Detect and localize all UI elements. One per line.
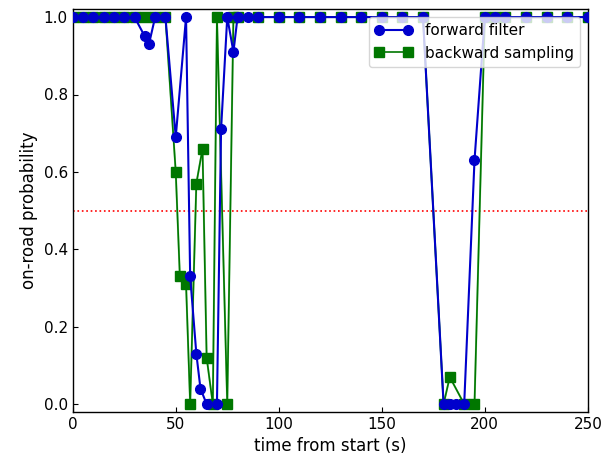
forward filter bbox=[358, 15, 365, 20]
backward sampling bbox=[69, 15, 76, 20]
backward sampling bbox=[131, 15, 138, 20]
backward sampling bbox=[337, 15, 344, 20]
forward filter bbox=[543, 15, 550, 20]
forward filter bbox=[197, 386, 204, 391]
backward sampling bbox=[110, 15, 118, 20]
forward filter bbox=[244, 15, 251, 20]
forward filter bbox=[296, 15, 303, 20]
forward filter bbox=[502, 15, 509, 20]
forward filter bbox=[218, 126, 225, 132]
backward sampling bbox=[193, 181, 200, 186]
forward filter bbox=[187, 274, 194, 279]
forward filter bbox=[131, 15, 138, 20]
backward sampling bbox=[378, 15, 385, 20]
backward sampling bbox=[230, 15, 237, 20]
forward filter bbox=[234, 15, 241, 20]
backward sampling bbox=[203, 355, 210, 360]
backward sampling bbox=[152, 15, 159, 20]
forward filter bbox=[419, 15, 427, 20]
forward filter bbox=[399, 15, 406, 20]
backward sampling bbox=[491, 15, 499, 20]
forward filter bbox=[182, 15, 190, 20]
forward filter bbox=[193, 351, 200, 357]
forward filter bbox=[141, 34, 148, 39]
forward filter bbox=[446, 401, 453, 407]
backward sampling bbox=[79, 15, 87, 20]
backward sampling bbox=[213, 15, 221, 20]
backward sampling bbox=[522, 15, 530, 20]
forward filter bbox=[522, 15, 530, 20]
backward sampling bbox=[471, 401, 478, 407]
backward sampling bbox=[187, 401, 194, 407]
forward filter bbox=[162, 15, 169, 20]
X-axis label: time from start (s): time from start (s) bbox=[254, 437, 407, 455]
backward sampling bbox=[209, 401, 216, 407]
forward filter bbox=[203, 401, 210, 407]
backward sampling bbox=[316, 15, 324, 20]
backward sampling bbox=[461, 401, 468, 407]
forward filter bbox=[230, 49, 237, 55]
forward filter bbox=[275, 15, 282, 20]
forward filter bbox=[564, 15, 571, 20]
backward sampling bbox=[419, 15, 427, 20]
forward filter bbox=[378, 15, 385, 20]
backward sampling bbox=[564, 15, 571, 20]
forward filter bbox=[491, 15, 499, 20]
forward filter bbox=[471, 157, 478, 163]
forward filter bbox=[79, 15, 87, 20]
backward sampling bbox=[90, 15, 97, 20]
forward filter bbox=[121, 15, 128, 20]
forward filter bbox=[152, 15, 159, 20]
Legend: forward filter, backward sampling: forward filter, backward sampling bbox=[368, 17, 580, 67]
backward sampling bbox=[224, 401, 231, 407]
backward sampling bbox=[141, 15, 148, 20]
forward filter bbox=[172, 134, 179, 140]
forward filter bbox=[110, 15, 118, 20]
backward sampling bbox=[481, 15, 488, 20]
backward sampling bbox=[172, 169, 179, 175]
forward filter bbox=[481, 15, 488, 20]
backward sampling bbox=[182, 281, 190, 287]
forward filter bbox=[461, 401, 468, 407]
forward filter bbox=[452, 401, 459, 407]
forward filter bbox=[440, 401, 447, 407]
forward filter bbox=[316, 15, 324, 20]
forward filter bbox=[145, 41, 153, 47]
Line: backward sampling: backward sampling bbox=[68, 12, 593, 409]
backward sampling bbox=[543, 15, 550, 20]
backward sampling bbox=[275, 15, 282, 20]
backward sampling bbox=[446, 374, 453, 380]
Y-axis label: on-road probability: on-road probability bbox=[20, 132, 38, 289]
backward sampling bbox=[296, 15, 303, 20]
forward filter bbox=[224, 15, 231, 20]
backward sampling bbox=[255, 15, 262, 20]
backward sampling bbox=[199, 146, 206, 152]
forward filter bbox=[100, 15, 107, 20]
backward sampling bbox=[399, 15, 406, 20]
forward filter bbox=[337, 15, 344, 20]
Line: forward filter: forward filter bbox=[68, 12, 593, 409]
backward sampling bbox=[502, 15, 509, 20]
backward sampling bbox=[100, 15, 107, 20]
backward sampling bbox=[358, 15, 365, 20]
backward sampling bbox=[121, 15, 128, 20]
forward filter bbox=[90, 15, 97, 20]
forward filter bbox=[69, 15, 76, 20]
forward filter bbox=[584, 15, 591, 20]
backward sampling bbox=[234, 15, 241, 20]
forward filter bbox=[213, 401, 221, 407]
backward sampling bbox=[176, 274, 184, 279]
backward sampling bbox=[162, 15, 169, 20]
backward sampling bbox=[584, 15, 591, 20]
backward sampling bbox=[440, 401, 447, 407]
forward filter bbox=[255, 15, 262, 20]
